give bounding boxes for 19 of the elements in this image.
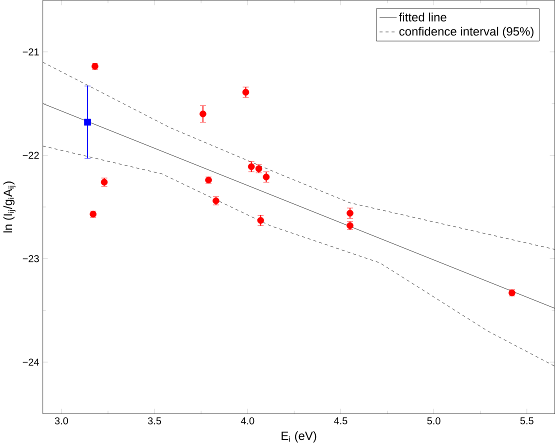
y-tick-label: −23	[22, 255, 39, 262]
x-tick-label: 4.5	[334, 417, 348, 424]
point	[257, 217, 264, 224]
legend-label: confidence interval (95%)	[399, 26, 534, 38]
x-tick-label: 3.5	[148, 417, 162, 425]
y-tick-label: −24	[22, 358, 40, 366]
legend-label: fitted line	[399, 12, 446, 22]
x-axis-title: E$_{i}$ (eV)	[282, 431, 316, 443]
y-tick-label: −22	[22, 152, 39, 159]
point	[346, 210, 354, 217]
point	[242, 88, 250, 96]
y-axis-title: ln (I$_{ij}$/g$_{i}$A$_{ij}$)	[3, 182, 16, 232]
x-tick-label: 3.0	[54, 417, 68, 425]
y-tick-label: −21	[22, 48, 39, 56]
x-tick-label: 4.0	[240, 417, 254, 425]
x-tick-label: 5.5	[520, 417, 534, 424]
point	[200, 110, 206, 118]
point	[84, 118, 91, 126]
x-tick-label: 5.0	[427, 417, 440, 425]
